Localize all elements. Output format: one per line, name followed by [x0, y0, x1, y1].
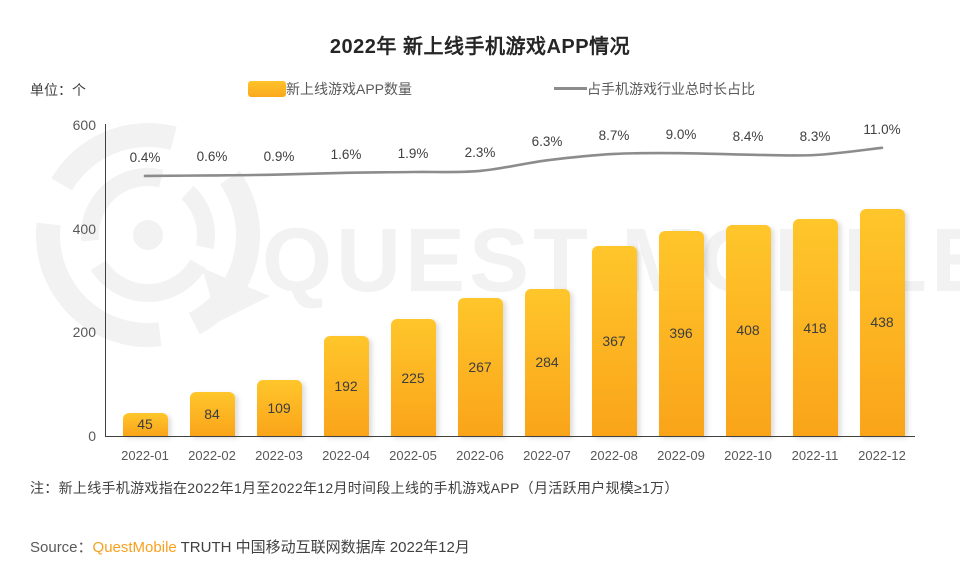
x-axis-line [105, 436, 915, 437]
bar-legend-label: 新上线游戏APP数量 [286, 80, 413, 97]
bar-2022-03: 109 [256, 379, 302, 436]
bar-2022-06: 267 [457, 297, 503, 436]
line-point-label: 2.3% [464, 144, 496, 160]
bar-value-label: 225 [401, 369, 425, 386]
legend-item-line: 占手机游戏行业总时长占比 [554, 80, 755, 97]
line-point-label: 6.3% [531, 134, 563, 150]
bar-2022-10: 408 [725, 224, 771, 436]
y-axis-tick-label: 0 [88, 428, 96, 444]
bar-2022-01: 45 [122, 412, 168, 436]
bar-2022-02: 84 [189, 392, 235, 436]
line-legend-swatch-icon [554, 87, 587, 90]
bar-2022-09: 396 [658, 230, 704, 436]
bar-value-label: 396 [669, 325, 693, 342]
line-point-label: 8.3% [799, 129, 831, 144]
x-axis-label: 2022-08 [590, 448, 638, 463]
bar-2022-08: 367 [591, 245, 637, 436]
bar-value-label: 438 [870, 314, 894, 331]
bar-value-label: 45 [137, 416, 153, 433]
line-point-label: 11.0% [863, 121, 901, 137]
y-axis-tick-label: 400 [72, 220, 96, 237]
bar-2022-11: 418 [792, 219, 838, 436]
line-point-label: 9.0% [665, 127, 697, 143]
x-axis-label: 2022-01 [121, 448, 169, 463]
line-point-label: 0.6% [196, 149, 228, 165]
footnote: 注：新上线手机游戏指在2022年1月至2022年12月时间段上线的手机游戏APP… [30, 480, 679, 496]
x-axis-label: 2022-05 [389, 448, 437, 463]
x-axis-label: 2022-02 [188, 448, 236, 463]
source-rest: TRUTH 中国移动互联网数据库 2022年12月 [176, 539, 470, 556]
line-point-label: 8.4% [732, 128, 764, 144]
bar-2022-05: 225 [390, 319, 436, 436]
bar-2022-04: 192 [323, 336, 369, 436]
x-axis-label: 2022-12 [858, 448, 906, 463]
bar-value-label: 284 [535, 354, 559, 371]
y-axis-tick-label: 600 [72, 117, 96, 133]
line-point-label: 0.9% [263, 148, 295, 164]
line-legend-label: 占手机游戏行业总时长占比 [587, 80, 755, 97]
bar-value-label: 192 [334, 378, 358, 395]
x-axis-label: 2022-11 [791, 448, 839, 463]
questmobile-logo-watermark [36, 123, 270, 347]
logo-tail [202, 268, 270, 322]
x-axis-label: 2022-10 [724, 448, 772, 463]
line-point-label: 0.4% [129, 149, 161, 165]
x-axis-label: 2022-09 [657, 448, 705, 463]
legend-item-bars: 新上线游戏APP数量 [248, 80, 412, 97]
logo-center-dot [133, 220, 163, 250]
x-axis-label: 2022-04 [322, 448, 370, 463]
source-line: Source：QuestMobile TRUTH 中国移动互联网数据库 2022… [30, 536, 470, 557]
source-brand: QuestMobile [92, 539, 177, 556]
x-axis-label: 2022-07 [523, 448, 571, 463]
page-title: 2022年 新上线手机游戏APP情况 [329, 36, 631, 58]
bar-value-label: 408 [736, 322, 760, 339]
x-axis-label: 2022-03 [255, 448, 303, 463]
bar-2022-12: 438 [859, 208, 905, 436]
y-axis-line [105, 124, 106, 437]
source-prefix: Source： [30, 539, 93, 556]
line-point-label: 8.7% [598, 127, 630, 143]
bar-value-label: 267 [468, 358, 492, 375]
bar-2022-07: 284 [524, 288, 570, 436]
unit-label: 单位：个 [30, 82, 86, 98]
line-point-label: 1.9% [397, 145, 429, 161]
y-axis-tick-label: 200 [72, 324, 96, 341]
bar-legend-swatch-icon [248, 80, 286, 97]
x-axis-label: 2022-06 [456, 448, 504, 463]
line-point-label: 1.6% [330, 146, 362, 162]
bar-value-label: 367 [602, 332, 626, 349]
bar-value-label: 418 [803, 319, 827, 336]
bar-value-label: 109 [267, 399, 291, 416]
bar-value-label: 84 [204, 406, 220, 423]
